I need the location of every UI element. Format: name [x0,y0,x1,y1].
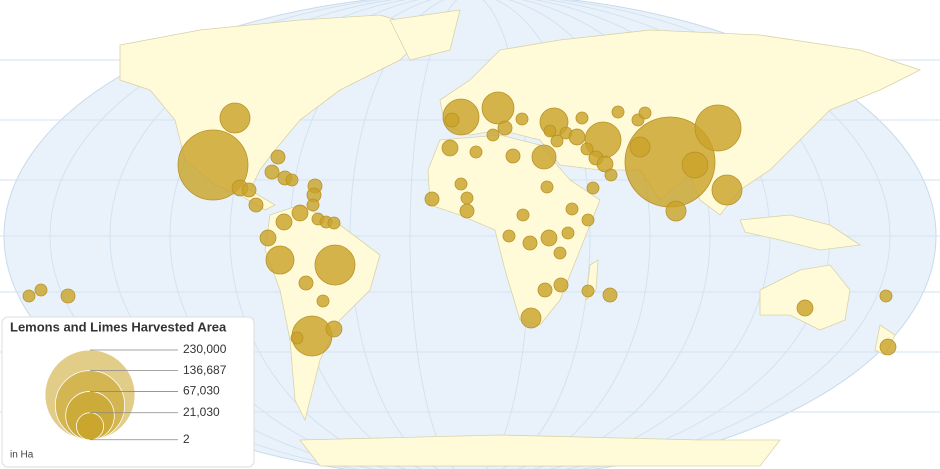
bubble [565,202,579,216]
bubble [553,277,569,293]
bubble [561,226,575,240]
bubble [596,155,614,173]
bubble [580,142,594,156]
bubble [505,148,521,164]
bubble [314,244,356,286]
bubble [568,128,586,146]
bubble [34,283,48,297]
legend-label: 2 [183,432,190,446]
bubble [316,294,330,308]
bubble [711,174,743,206]
bubble [665,200,687,222]
bubble [306,198,320,212]
bubble [291,204,309,222]
bubble [454,177,468,191]
bubble [581,213,595,227]
bubble [60,288,76,304]
bubble [275,213,293,231]
bubble [290,331,304,345]
bubble [611,105,625,119]
bubble [444,112,460,128]
bubble [604,168,618,182]
bubble [553,246,567,260]
unit-note: in Ha [10,450,34,461]
bubble [540,229,558,247]
bubble [520,307,542,329]
bubble [575,111,589,125]
legend-bubble [75,412,105,441]
bubble [586,181,600,195]
bubble [796,299,814,317]
legend-label: 21,030 [183,405,220,419]
bubble [537,282,553,298]
bubble [581,284,595,298]
bubble [540,180,554,194]
bubble [879,289,893,303]
bubble [325,320,343,338]
bubble [497,120,513,136]
bubble [177,129,249,201]
size-legend: 230,000 136,687 67,030 21,030 2 [44,342,227,446]
bubble [602,287,618,303]
bubble [515,112,529,126]
bubble [270,149,286,165]
legend-label: 230,000 [183,342,227,356]
bubble [879,338,897,356]
bubble [459,203,475,219]
bubble [543,124,557,138]
bubble [441,139,459,157]
bubble [259,229,277,247]
chart-title: Lemons and Limes Harvested Area [10,319,227,334]
bubble [248,197,264,213]
bubble [486,128,500,142]
bubble [285,173,299,187]
bubble [424,191,440,207]
bubble [219,102,251,134]
bubble [531,144,557,170]
bubble [469,145,483,159]
bubble [460,191,474,205]
bubble [327,216,341,230]
bubble [629,136,651,158]
bubble [265,245,295,275]
bubble [298,275,314,291]
bubble [481,91,515,125]
legend-label: 67,030 [183,384,220,398]
bubble [264,164,280,180]
bubble [550,134,564,148]
bubbles [22,91,897,357]
bubble [516,208,530,222]
bubble [502,229,516,243]
bubble [638,106,652,120]
bubble [681,151,709,179]
bubble [522,235,538,251]
bubble [694,104,742,152]
legend-label: 136,687 [183,363,227,377]
bubble [241,182,257,198]
bubble [22,289,36,303]
